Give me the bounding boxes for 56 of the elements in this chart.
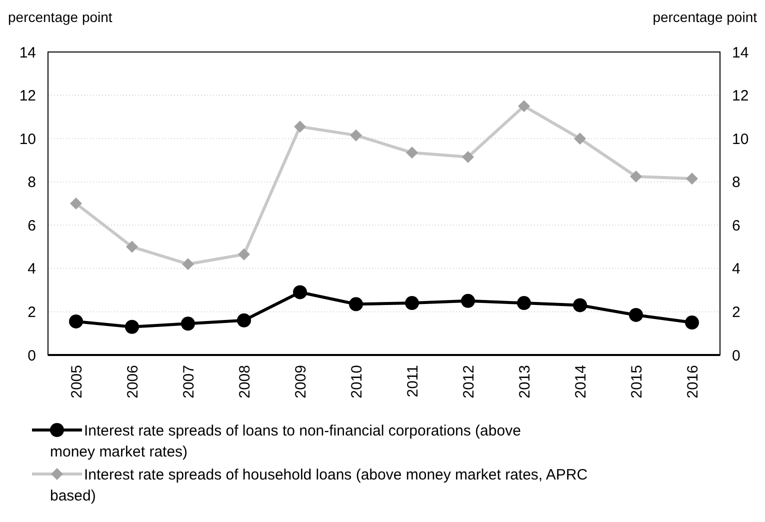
y2-axis-title: percentage point bbox=[652, 9, 758, 25]
y2-tick-label: 4 bbox=[732, 260, 740, 278]
y2-tick-label: 2 bbox=[732, 304, 740, 321]
point bbox=[181, 316, 195, 331]
x-tick-label: 2013 bbox=[516, 365, 534, 398]
x-tick-label: 2006 bbox=[124, 365, 142, 398]
point bbox=[405, 296, 419, 310]
x-tick-label: 2012 bbox=[460, 365, 478, 398]
point bbox=[69, 314, 83, 328]
x-tick-label: 2011 bbox=[404, 365, 422, 398]
y-tick-label: 2 bbox=[28, 304, 36, 321]
y2-tick-label: 14 bbox=[732, 44, 749, 62]
y-tick-label: 6 bbox=[28, 217, 36, 234]
x-tick-label: 2015 bbox=[628, 365, 646, 398]
legend-label: Interest rate spreads of household loans (above money market rates, APRC based) bbox=[50, 466, 588, 504]
point bbox=[461, 294, 475, 308]
point bbox=[350, 129, 362, 142]
point bbox=[70, 198, 82, 210]
point bbox=[349, 297, 363, 312]
y2-tick-label: 12 bbox=[732, 88, 749, 105]
y-tick-label: 8 bbox=[28, 174, 36, 192]
y-tick-label: 10 bbox=[19, 130, 36, 148]
point bbox=[462, 150, 474, 163]
y2-tick-label: 0 bbox=[732, 347, 740, 364]
x-tick-label: 2010 bbox=[348, 365, 366, 398]
y-tick-label: 12 bbox=[19, 88, 36, 105]
point bbox=[630, 170, 642, 182]
point bbox=[685, 316, 699, 330]
y-tick-label: 0 bbox=[28, 347, 36, 364]
point bbox=[517, 296, 531, 310]
point bbox=[294, 120, 306, 133]
point bbox=[293, 285, 307, 300]
x-tick-label: 2007 bbox=[180, 365, 198, 398]
point bbox=[125, 320, 139, 334]
point bbox=[574, 132, 586, 145]
x-tick-label: 2005 bbox=[68, 365, 86, 398]
y2-tick-label: 6 bbox=[732, 217, 740, 234]
x-tick-label: 2008 bbox=[236, 365, 254, 398]
x-tick-label: 2014 bbox=[572, 365, 590, 398]
point bbox=[182, 258, 194, 270]
x-tick-label: 2016 bbox=[684, 365, 702, 398]
y2-tick-label: 8 bbox=[732, 174, 740, 192]
point bbox=[518, 100, 530, 112]
point bbox=[406, 146, 418, 159]
y-axis-title: percentage point bbox=[8, 9, 112, 25]
point bbox=[573, 298, 587, 312]
point bbox=[237, 313, 251, 328]
point bbox=[126, 240, 138, 253]
legend-label: Interest rate spreads of loans to non-financial corporations (above money market rates) bbox=[50, 422, 521, 460]
y2-tick-label: 10 bbox=[732, 130, 749, 148]
y-tick-label: 4 bbox=[28, 260, 36, 278]
point bbox=[629, 308, 643, 322]
point bbox=[238, 248, 250, 260]
point bbox=[686, 172, 698, 185]
x-tick-label: 2009 bbox=[292, 365, 310, 398]
y-tick-label: 14 bbox=[19, 44, 36, 62]
